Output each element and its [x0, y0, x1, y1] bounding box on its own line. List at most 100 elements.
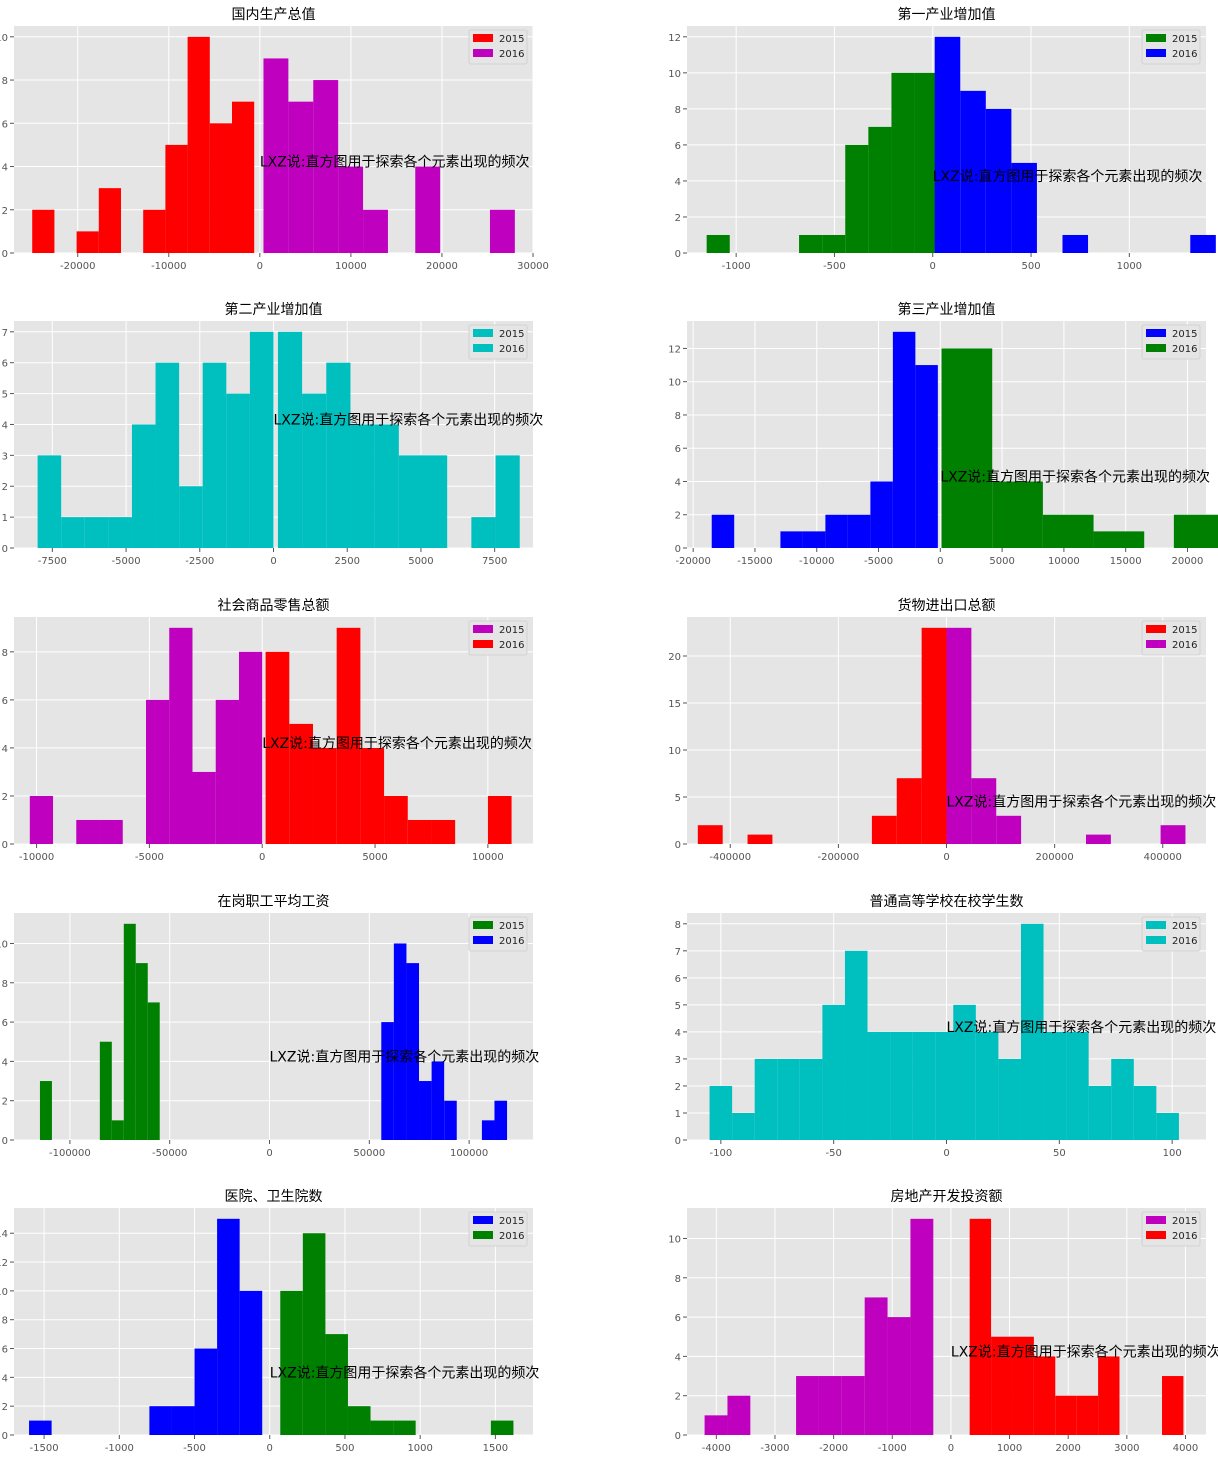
chart-title: 房地产开发投资额	[891, 1189, 1003, 1205]
histogram-bar	[887, 1317, 911, 1435]
y-tick-label: 0	[2, 544, 8, 555]
histogram-bar	[992, 481, 1043, 548]
histogram-bar	[202, 362, 227, 548]
y-tick-label: 1	[675, 1109, 681, 1120]
y-tick-label: 6	[675, 444, 681, 455]
histogram-bar	[194, 1348, 218, 1435]
histogram-bar	[406, 963, 420, 1140]
histogram-bar	[37, 455, 62, 548]
legend: 2015 2016	[1141, 324, 1201, 360]
y-tick-label: 1	[2, 513, 8, 524]
x-tick-label: 0	[948, 1443, 954, 1454]
histogram-bar	[238, 651, 263, 844]
histogram-bar	[796, 1376, 819, 1435]
histogram-bar	[1190, 234, 1216, 253]
histogram-bar	[870, 481, 893, 548]
histogram-bar	[1156, 1112, 1179, 1140]
histogram-bar	[998, 1058, 1021, 1140]
y-tick-label: 4	[675, 477, 681, 488]
x-tick-label: 0	[930, 261, 936, 272]
histogram-bar	[818, 1376, 842, 1435]
y-tick-label: 4	[675, 1352, 681, 1363]
x-tick-label: 0	[266, 1148, 272, 1159]
y-tick-label: 10	[0, 1287, 8, 1298]
legend-label: 2016	[499, 49, 524, 60]
histogram-bar	[1012, 1336, 1034, 1435]
histogram-bar	[709, 1085, 733, 1140]
legend-swatch	[1146, 936, 1166, 944]
x-tick-label: -1500	[30, 1443, 59, 1454]
x-tick-label: -100	[709, 1148, 732, 1159]
histogram-bar	[350, 424, 375, 548]
x-tick-label: -15000	[737, 556, 772, 567]
x-tick-label: 2000	[1055, 1443, 1080, 1454]
histogram-bar	[146, 699, 170, 844]
subplot-6: 0 5 10 15 20 -400000 -200000 0 200000 400000 货物进出口…	[668, 597, 1216, 863]
y-tick-label: 2	[675, 1392, 681, 1403]
subplot-1: 0 2 4 6 8 10 -20000 -10000 0 10000 20000 30000 国内生产总…	[0, 7, 549, 272]
histogram-bar	[407, 819, 432, 844]
histogram-bar	[169, 627, 193, 844]
histogram-bar	[325, 1334, 348, 1435]
histogram-bar	[732, 1112, 755, 1140]
legend: 2015 2016	[1141, 620, 1201, 656]
y-tick-label: 2	[2, 1402, 8, 1413]
legend-label: 2015	[499, 34, 524, 45]
histogram-bar	[302, 393, 327, 548]
histogram-bar	[1076, 1395, 1099, 1435]
legend-label: 2015	[1172, 1216, 1197, 1227]
x-tick-label: -400000	[709, 852, 751, 863]
histogram-bar	[39, 1081, 52, 1140]
y-tick-label: 5	[2, 390, 8, 401]
legend-label: 2015	[1172, 625, 1197, 636]
y-tick-label: 0	[2, 249, 8, 260]
x-tick-label: -1000	[722, 261, 751, 272]
y-tick-label: 0	[675, 544, 681, 555]
histogram-bar	[921, 627, 947, 844]
legend-label: 2016	[1172, 640, 1197, 651]
histogram-bar	[187, 36, 210, 253]
histogram-bar	[419, 1081, 432, 1140]
histogram-bar	[171, 1406, 195, 1435]
y-tick-label: 10	[668, 746, 681, 757]
y-tick-label: 0	[675, 249, 681, 260]
histogram-bar	[777, 1058, 800, 1140]
histogram-bar	[147, 1002, 160, 1140]
plot-background	[687, 1208, 1206, 1435]
histogram-bar	[969, 1218, 992, 1435]
histogram-bar	[415, 166, 441, 253]
y-tick-label: 0	[2, 840, 8, 851]
chart-title: 第二产业增加值	[225, 301, 323, 318]
histogram-bar	[890, 1031, 913, 1140]
x-tick-label: -5000	[135, 852, 164, 863]
histogram-bar	[494, 1100, 508, 1140]
y-tick-label: 10	[668, 378, 681, 389]
y-tick-label: 2	[2, 1097, 8, 1108]
y-tick-label: 10	[668, 69, 681, 80]
histogram-bar	[393, 943, 407, 1140]
histogram-bar	[265, 651, 290, 844]
histogram-bar	[155, 362, 180, 548]
y-tick-label: 2	[675, 1082, 681, 1093]
legend-swatch	[473, 329, 493, 337]
histogram-bar	[288, 101, 314, 254]
histogram-bar	[825, 514, 848, 548]
histogram-bar	[347, 1406, 371, 1435]
legend: 2015 2016	[1141, 916, 1201, 952]
x-tick-label: 400000	[1144, 852, 1182, 863]
histogram-bar	[374, 424, 399, 548]
legend: 2015 2016	[468, 916, 528, 952]
annotation-text: LXZ说:直方图用于探索各个元素出现的频次	[951, 1343, 1218, 1360]
x-tick-label: -10000	[19, 852, 54, 863]
histogram-bar	[487, 795, 512, 844]
y-tick-label: 6	[675, 1313, 681, 1324]
histogram-bar	[111, 1120, 124, 1140]
histogram-bar	[336, 627, 361, 844]
legend-label: 2015	[499, 921, 524, 932]
legend-label: 2016	[499, 344, 524, 355]
chart-title: 社会商品零售总额	[218, 598, 330, 614]
histogram-bar	[1162, 1376, 1184, 1435]
x-tick-label: 10000	[472, 852, 504, 863]
histogram-bar	[747, 834, 773, 844]
